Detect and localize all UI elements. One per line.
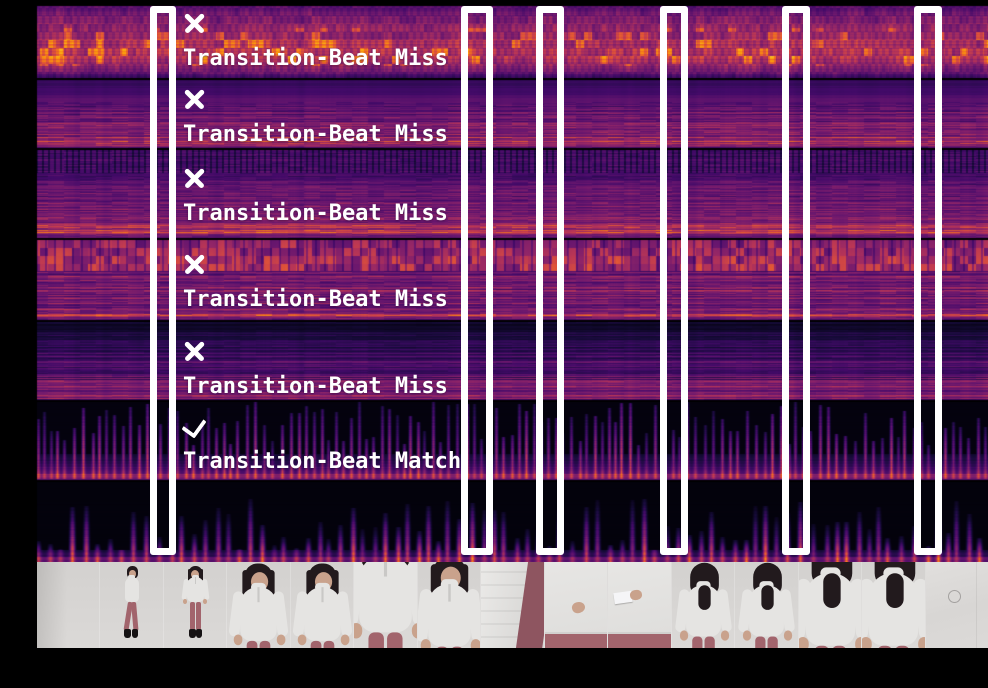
film-frame-9 <box>544 562 609 648</box>
film-frame-15 <box>925 562 988 648</box>
beat-marker-5 <box>782 6 810 555</box>
person-figure <box>227 562 290 648</box>
video-frame-strip <box>37 562 988 648</box>
cross-icon <box>183 12 207 34</box>
person-figure <box>735 562 797 648</box>
person-figure <box>798 562 862 648</box>
beat-annotation: Transition-Beat Miss <box>183 88 448 147</box>
person-figure <box>672 562 734 648</box>
cross-icon <box>183 88 207 110</box>
film-frame-13 <box>798 562 863 648</box>
beat-annotation: Transition-Beat Miss <box>183 253 448 312</box>
beat-annotation: Transition-Beat Miss <box>183 167 448 226</box>
film-frame-10 <box>608 562 672 648</box>
film-frame-14 <box>862 562 926 648</box>
film-frame-12 <box>735 562 799 648</box>
beat-annotation: Transition-Beat Match <box>181 412 462 474</box>
beat-annotation-label: Transition-Beat Miss <box>183 374 448 399</box>
person-figure <box>417 562 481 648</box>
film-frame-2 <box>100 562 164 648</box>
beat-marker-2 <box>461 6 493 555</box>
beat-annotation-label: Transition-Beat Match <box>183 449 462 474</box>
film-frame-11 <box>671 562 736 648</box>
cross-icon <box>183 253 207 275</box>
person-figure <box>291 562 353 648</box>
spectrogram-canvas <box>0 0 988 562</box>
film-frame-4 <box>227 562 291 648</box>
cross-icon <box>183 167 207 189</box>
person-figure <box>164 563 226 648</box>
beat-annotation-label: Transition-Beat Miss <box>183 201 448 226</box>
beat-marker-6 <box>914 6 942 555</box>
beat-annotation: Transition-Beat Miss <box>183 340 448 399</box>
check-icon <box>181 412 207 439</box>
cross-icon <box>183 340 207 362</box>
beat-annotation: Transition-Beat Miss <box>183 12 448 71</box>
person-figure <box>100 563 162 648</box>
film-frame-6 <box>354 562 418 648</box>
beat-marker-1 <box>150 6 176 555</box>
film-frame-7 <box>417 562 482 648</box>
beat-annotation-label: Transition-Beat Miss <box>183 122 448 147</box>
film-frame-5 <box>290 562 355 648</box>
person-figure <box>862 562 925 648</box>
film-frame-8 <box>481 562 545 648</box>
beat-marker-4 <box>660 6 688 555</box>
film-frame-1 <box>37 562 101 648</box>
film-frame-3 <box>163 562 228 648</box>
beat-marker-3 <box>536 6 564 555</box>
bottom-border <box>0 648 988 688</box>
beat-annotation-label: Transition-Beat Miss <box>183 287 448 312</box>
person-figure <box>354 562 417 648</box>
beat-annotation-label: Transition-Beat Miss <box>183 46 448 71</box>
